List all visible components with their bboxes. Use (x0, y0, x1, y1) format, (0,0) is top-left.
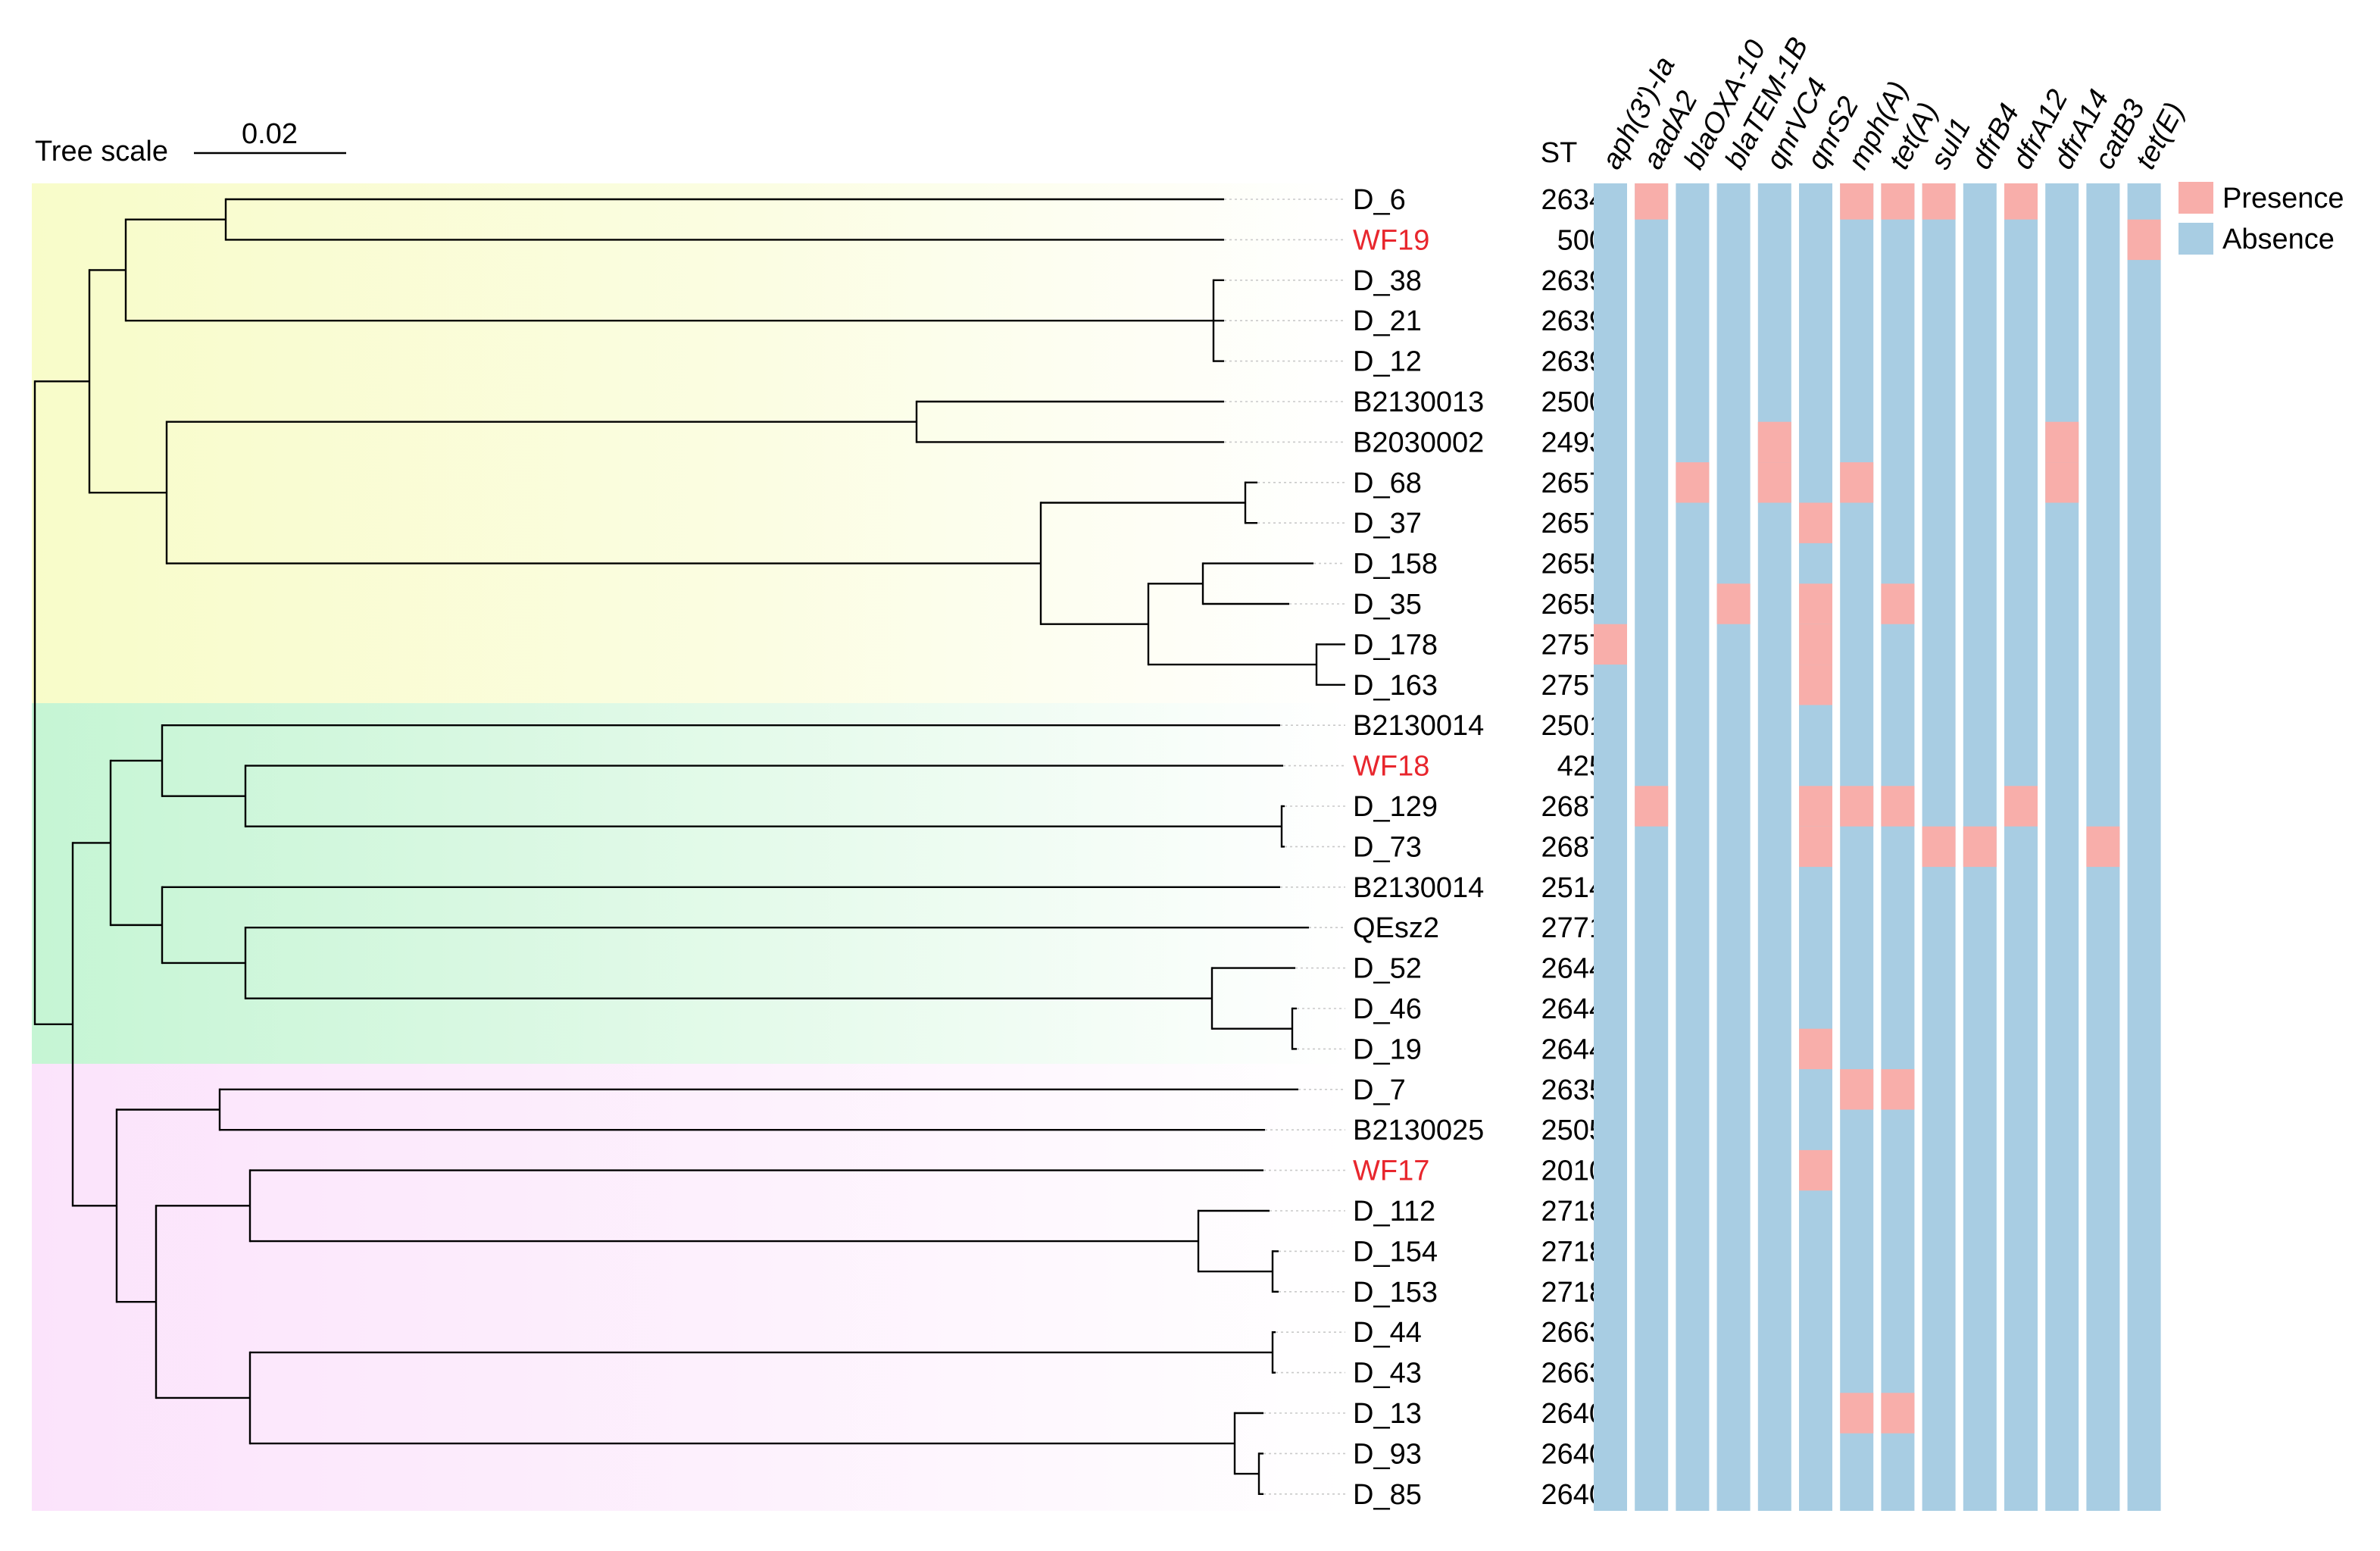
taxon-label: D_19 (1353, 1033, 1422, 1065)
presence-cell (1840, 462, 1874, 503)
taxon-label: D_158 (1353, 549, 1438, 580)
presence-cell (1881, 183, 1915, 220)
presence-cell (1799, 786, 1832, 827)
presence-cell (2086, 826, 2120, 868)
presence-cell (1799, 502, 1832, 543)
taxon-label: D_46 (1353, 993, 1422, 1025)
taxon-label: B2130014 (1353, 710, 1484, 742)
tree-branches (33, 198, 1345, 1496)
gene-column-6 (1840, 183, 1874, 1511)
legend-swatch-presence (2179, 182, 2213, 214)
taxon-label: D_85 (1353, 1479, 1422, 1511)
presence-cell (1881, 1069, 1915, 1110)
gene-column-2 (1676, 183, 1710, 1511)
presence-cell (1799, 826, 1832, 868)
clade-band-green (32, 703, 1346, 1064)
clade-band-yellow (32, 183, 1346, 703)
taxon-label: D_13 (1353, 1398, 1422, 1430)
taxon-label: D_154 (1353, 1236, 1438, 1268)
gene-heatmap (1594, 183, 2161, 1511)
gene-column-4 (1757, 183, 1791, 1511)
tree-scale: Tree scale 0.02 (35, 118, 346, 167)
taxon-label: D_93 (1353, 1438, 1422, 1470)
gene-column-3 (1716, 183, 1751, 1511)
gene-column-0 (1594, 183, 1627, 1511)
taxon-label: D_129 (1353, 791, 1438, 823)
presence-cell (1840, 183, 1874, 220)
presence-cell (1963, 826, 1997, 868)
presence-cell (2045, 421, 2079, 463)
presence-cell (1881, 1393, 1915, 1434)
presence-cell (1635, 786, 1669, 827)
presence-cell (1840, 1069, 1874, 1110)
gene-column-11 (2045, 183, 2079, 1511)
taxon-label: B2130014 (1353, 872, 1484, 904)
tree-scale-value: 0.02 (242, 118, 298, 150)
taxon-label: D_38 (1353, 265, 1422, 297)
taxon-label: D_44 (1353, 1317, 1422, 1349)
gene-column-1 (1635, 183, 1669, 1511)
presence-cell (1799, 1149, 1832, 1191)
presence-cell (2004, 786, 2038, 827)
taxon-label: WF18 (1353, 751, 1429, 783)
presence-cell (2127, 219, 2161, 261)
legend-label-absence: Absence (2222, 224, 2335, 255)
presence-cell (1757, 462, 1791, 503)
gene-column-7 (1881, 183, 1915, 1511)
legend-label-presence: Presence (2222, 183, 2344, 214)
tree-scale-label: Tree scale (35, 136, 168, 167)
taxon-label: D_43 (1353, 1358, 1422, 1390)
presence-cell (2045, 462, 2079, 503)
presence-cell (1716, 583, 1751, 624)
taxon-label: D_153 (1353, 1277, 1438, 1309)
taxon-label: D_12 (1353, 346, 1422, 378)
gene-column-10 (2004, 183, 2038, 1511)
presence-cell (1757, 421, 1791, 463)
taxon-label: D_163 (1353, 670, 1438, 702)
presence-cell (1635, 183, 1669, 220)
st-header: ST (1541, 137, 1578, 169)
taxon-label: D_178 (1353, 629, 1438, 661)
taxon-label: B2130025 (1353, 1115, 1484, 1146)
presence-cell (1922, 183, 1956, 220)
taxon-label: D_35 (1353, 589, 1422, 621)
presence-cell (1881, 583, 1915, 624)
taxon-label: D_112 (1353, 1196, 1435, 1227)
legend: Presence Absence (2179, 182, 2344, 255)
taxon-label: D_21 (1353, 305, 1422, 337)
taxon-labels: D_6 WF19 D_38 D_21 D_12 B2130013 B2030002 D_68 D… (1353, 184, 1484, 1511)
presence-cell (1594, 624, 1627, 665)
presence-cell (1840, 1393, 1874, 1434)
gene-column-13 (2127, 183, 2161, 1511)
presence-cell (1676, 462, 1710, 503)
presence-cell (2004, 183, 2038, 220)
presence-cell (1799, 624, 1832, 665)
legend-swatch-absence (2179, 223, 2213, 255)
taxon-label: WF19 (1353, 224, 1429, 256)
taxon-label: D_37 (1353, 508, 1422, 539)
presence-cell (1881, 786, 1915, 827)
taxon-label: D_6 (1353, 184, 1406, 216)
taxon-label: D_52 (1353, 953, 1422, 985)
presence-cell (1840, 786, 1874, 827)
taxon-label: QEsz2 (1353, 912, 1439, 944)
taxon-label: WF17 (1353, 1155, 1429, 1187)
gene-headers: aph(3')-IaaadA2blaOXA-10blaTEM-1BqnrVC4q… (1596, 33, 2191, 175)
taxon-label: D_68 (1353, 467, 1422, 499)
presence-cell (1799, 664, 1832, 705)
taxon-label: D_7 (1353, 1074, 1406, 1106)
presence-cell (1799, 583, 1832, 624)
taxon-label: D_73 (1353, 831, 1422, 863)
leader-lines (1224, 199, 1345, 1495)
taxon-label: B2130013 (1353, 386, 1484, 418)
taxon-label: B2030002 (1353, 427, 1484, 458)
presence-cell (1922, 826, 1956, 868)
presence-cell (1799, 1028, 1832, 1070)
